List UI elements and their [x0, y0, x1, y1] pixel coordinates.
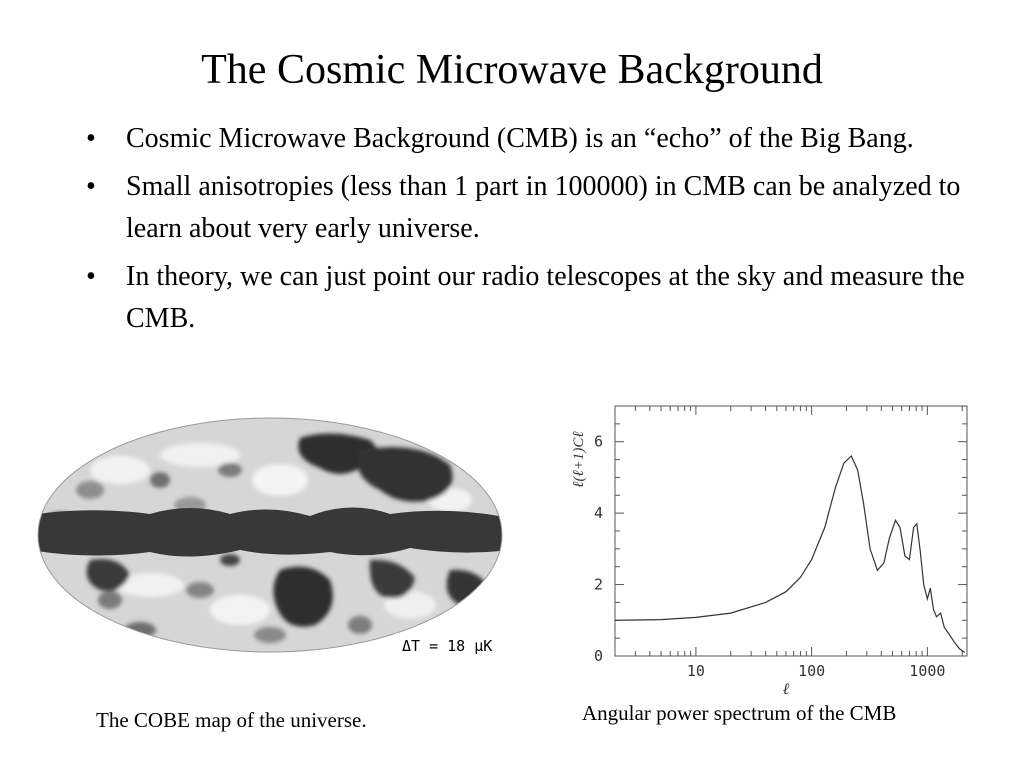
- y-tick-label: 6: [594, 433, 603, 451]
- x-tick-label: 100: [798, 662, 825, 680]
- y-tick-label: 0: [594, 647, 603, 665]
- cobe-map-image: ΔT = 18 μK: [37, 417, 508, 657]
- x-axis-label: ℓ: [783, 681, 790, 698]
- y-tick-label: 2: [594, 576, 603, 594]
- delta-t-label: ΔT = 18 μK: [402, 637, 492, 655]
- bullet-dot: •: [86, 171, 96, 202]
- bullet-text: Small anisotropies (less than 1 part in …: [126, 171, 961, 244]
- bullet-dot: •: [86, 261, 96, 292]
- bullet-item: • Cosmic Microwave Background (CMB) is a…: [86, 118, 966, 160]
- plot-frame: [614, 405, 968, 657]
- cobe-sky-map: ΔT = 18 μK: [30, 410, 510, 660]
- bullet-item: • Small anisotropies (less than 1 part i…: [86, 166, 966, 250]
- bullet-dot: •: [86, 123, 96, 154]
- map-caption: The COBE map of the universe.: [96, 708, 367, 732]
- bullet-item: • In theory, we can just point our radio…: [86, 256, 966, 340]
- y-axis-label: ℓ(ℓ+1)Cℓ: [571, 431, 587, 487]
- bullet-text: Cosmic Microwave Background (CMB) is an …: [126, 123, 914, 154]
- chart-caption: Angular power spectrum of the CMB: [582, 701, 897, 725]
- slide-title: The Cosmic Microwave Background: [201, 47, 823, 93]
- y-tick-label: 4: [594, 504, 603, 522]
- bullet-text: In theory, we can just point our radio t…: [126, 261, 965, 334]
- x-tick-label: 10: [687, 662, 705, 680]
- power-spectrum-svg: 10 100 1000 0 2 4 6 ℓ ℓ(ℓ+1)Cℓ: [571, 405, 968, 698]
- bullet-list: • Cosmic Microwave Background (CMB) is a…: [86, 118, 966, 346]
- power-spectrum-line: [614, 454, 966, 653]
- power-spectrum-chart: 10 100 1000 0 2 4 6 ℓ ℓ(ℓ+1)Cℓ: [560, 398, 980, 698]
- x-tick-label: 1000: [909, 662, 945, 680]
